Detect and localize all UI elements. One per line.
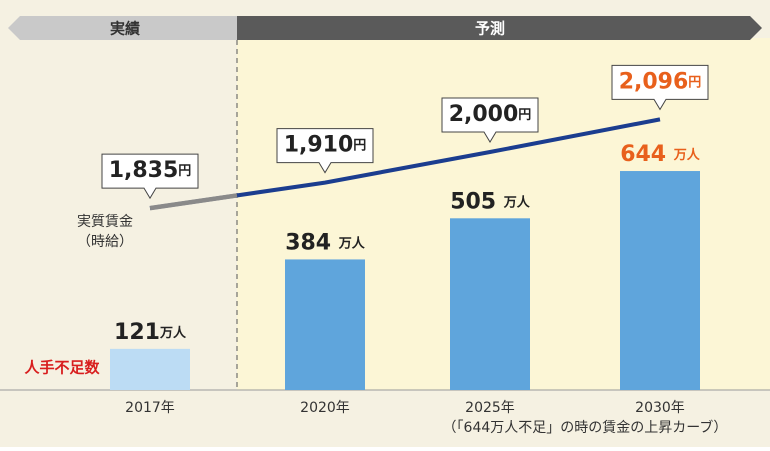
callout [441,97,539,143]
x-tick-label: 2020年 [300,400,350,416]
x-tick-label: 2017年 [125,400,175,416]
actual-band [8,16,237,40]
bar [285,259,365,390]
value-label: 1,910円 [284,133,367,158]
line-actual-part [149,193,238,211]
series-name: 人手不足数 [24,359,100,377]
x-tick-label: 2025年 [465,400,515,416]
value-label: 2,096円 [619,69,702,94]
x-tick-label: 2030年 [635,400,685,416]
bar [450,218,530,390]
value-label: 505 万人 [450,189,531,214]
bar [620,171,700,390]
line [149,117,661,211]
value-label: 121万人 [114,320,187,345]
value-label: 1,835円 [109,158,192,183]
forecast-band [237,16,762,40]
actual-label: 実績 [110,20,140,38]
bar [110,348,190,390]
callout [101,153,199,200]
callout [276,128,374,174]
value-label: 384 万人 [285,230,366,255]
value-label: 644 万人 [620,142,701,167]
series-name: 実質賃金（時給） [77,214,133,250]
value-label: 2,000円 [449,102,532,127]
forecast-label: 予測 [475,20,505,38]
note: （「644万人不足」の時の賃金の上昇カーブ） [443,419,728,436]
callout [611,64,709,111]
